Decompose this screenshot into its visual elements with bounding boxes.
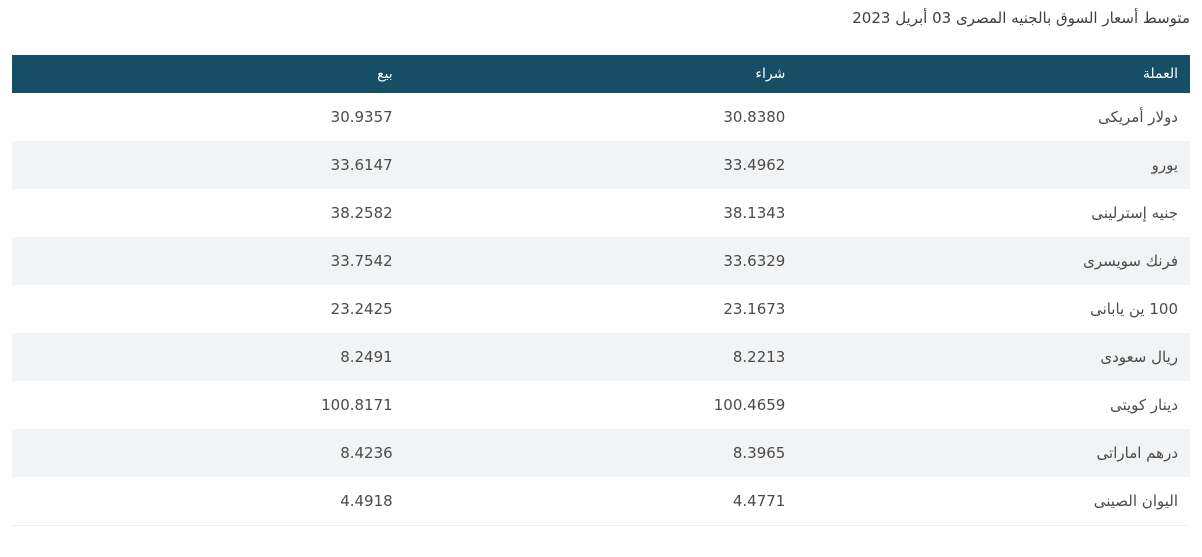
currency-cell: 100 ين يابانى (797, 285, 1190, 333)
table-body: دولار أمريكى 30.8380 30.9357 يورو 33.496… (12, 93, 1190, 526)
column-header-sell: بيع (12, 55, 405, 93)
column-header-buy: شراء (404, 55, 798, 93)
table-row: ريال سعودى 8.2213 8.2491 (12, 333, 1190, 381)
buy-cell: 33.4962 (404, 141, 798, 189)
buy-cell: 8.2213 (404, 333, 798, 381)
currency-rates-page: متوسط أسعار السوق بالجنيه المصرى 03 أبري… (0, 8, 1202, 526)
page-title: متوسط أسعار السوق بالجنيه المصرى 03 أبري… (852, 9, 1190, 27)
table-row: دينار كويتى 100.4659 100.8171 (12, 381, 1190, 429)
sell-cell: 38.2582 (12, 189, 405, 237)
table-row: درهم اماراتى 8.3965 8.4236 (12, 429, 1190, 477)
buy-cell: 100.4659 (404, 381, 798, 429)
table-row: دولار أمريكى 30.8380 30.9357 (12, 93, 1190, 141)
currency-cell: دينار كويتى (797, 381, 1190, 429)
currency-cell: دولار أمريكى (797, 93, 1190, 141)
exchange-rates-table: العملة شراء بيع دولار أمريكى 30.8380 30.… (12, 55, 1190, 526)
sell-cell: 8.4236 (12, 429, 405, 477)
currency-cell: فرنك سويسرى (797, 237, 1190, 285)
header-row: العملة شراء بيع (12, 55, 1190, 93)
buy-cell: 23.1673 (404, 285, 798, 333)
currency-cell: درهم اماراتى (797, 429, 1190, 477)
table-row: يورو 33.4962 33.6147 (12, 141, 1190, 189)
buy-cell: 4.4771 (404, 477, 798, 526)
sell-cell: 33.6147 (12, 141, 405, 189)
table-header: العملة شراء بيع (12, 55, 1190, 93)
currency-cell: اليوان الصينى (797, 477, 1190, 526)
buy-cell: 33.6329 (404, 237, 798, 285)
buy-cell: 38.1343 (404, 189, 798, 237)
sell-cell: 100.8171 (12, 381, 405, 429)
currency-cell: ريال سعودى (797, 333, 1190, 381)
currency-cell: يورو (797, 141, 1190, 189)
currency-cell: جنيه إسترلينى (797, 189, 1190, 237)
table-row: 100 ين يابانى 23.1673 23.2425 (12, 285, 1190, 333)
sell-cell: 8.2491 (12, 333, 405, 381)
buy-cell: 30.8380 (404, 93, 798, 141)
table-row: جنيه إسترلينى 38.1343 38.2582 (12, 189, 1190, 237)
table-row: فرنك سويسرى 33.6329 33.7542 (12, 237, 1190, 285)
sell-cell: 4.4918 (12, 477, 405, 526)
sell-cell: 23.2425 (12, 285, 405, 333)
table-row: اليوان الصينى 4.4771 4.4918 (12, 477, 1190, 526)
column-header-currency: العملة (797, 55, 1190, 93)
buy-cell: 8.3965 (404, 429, 798, 477)
sell-cell: 30.9357 (12, 93, 405, 141)
sell-cell: 33.7542 (12, 237, 405, 285)
